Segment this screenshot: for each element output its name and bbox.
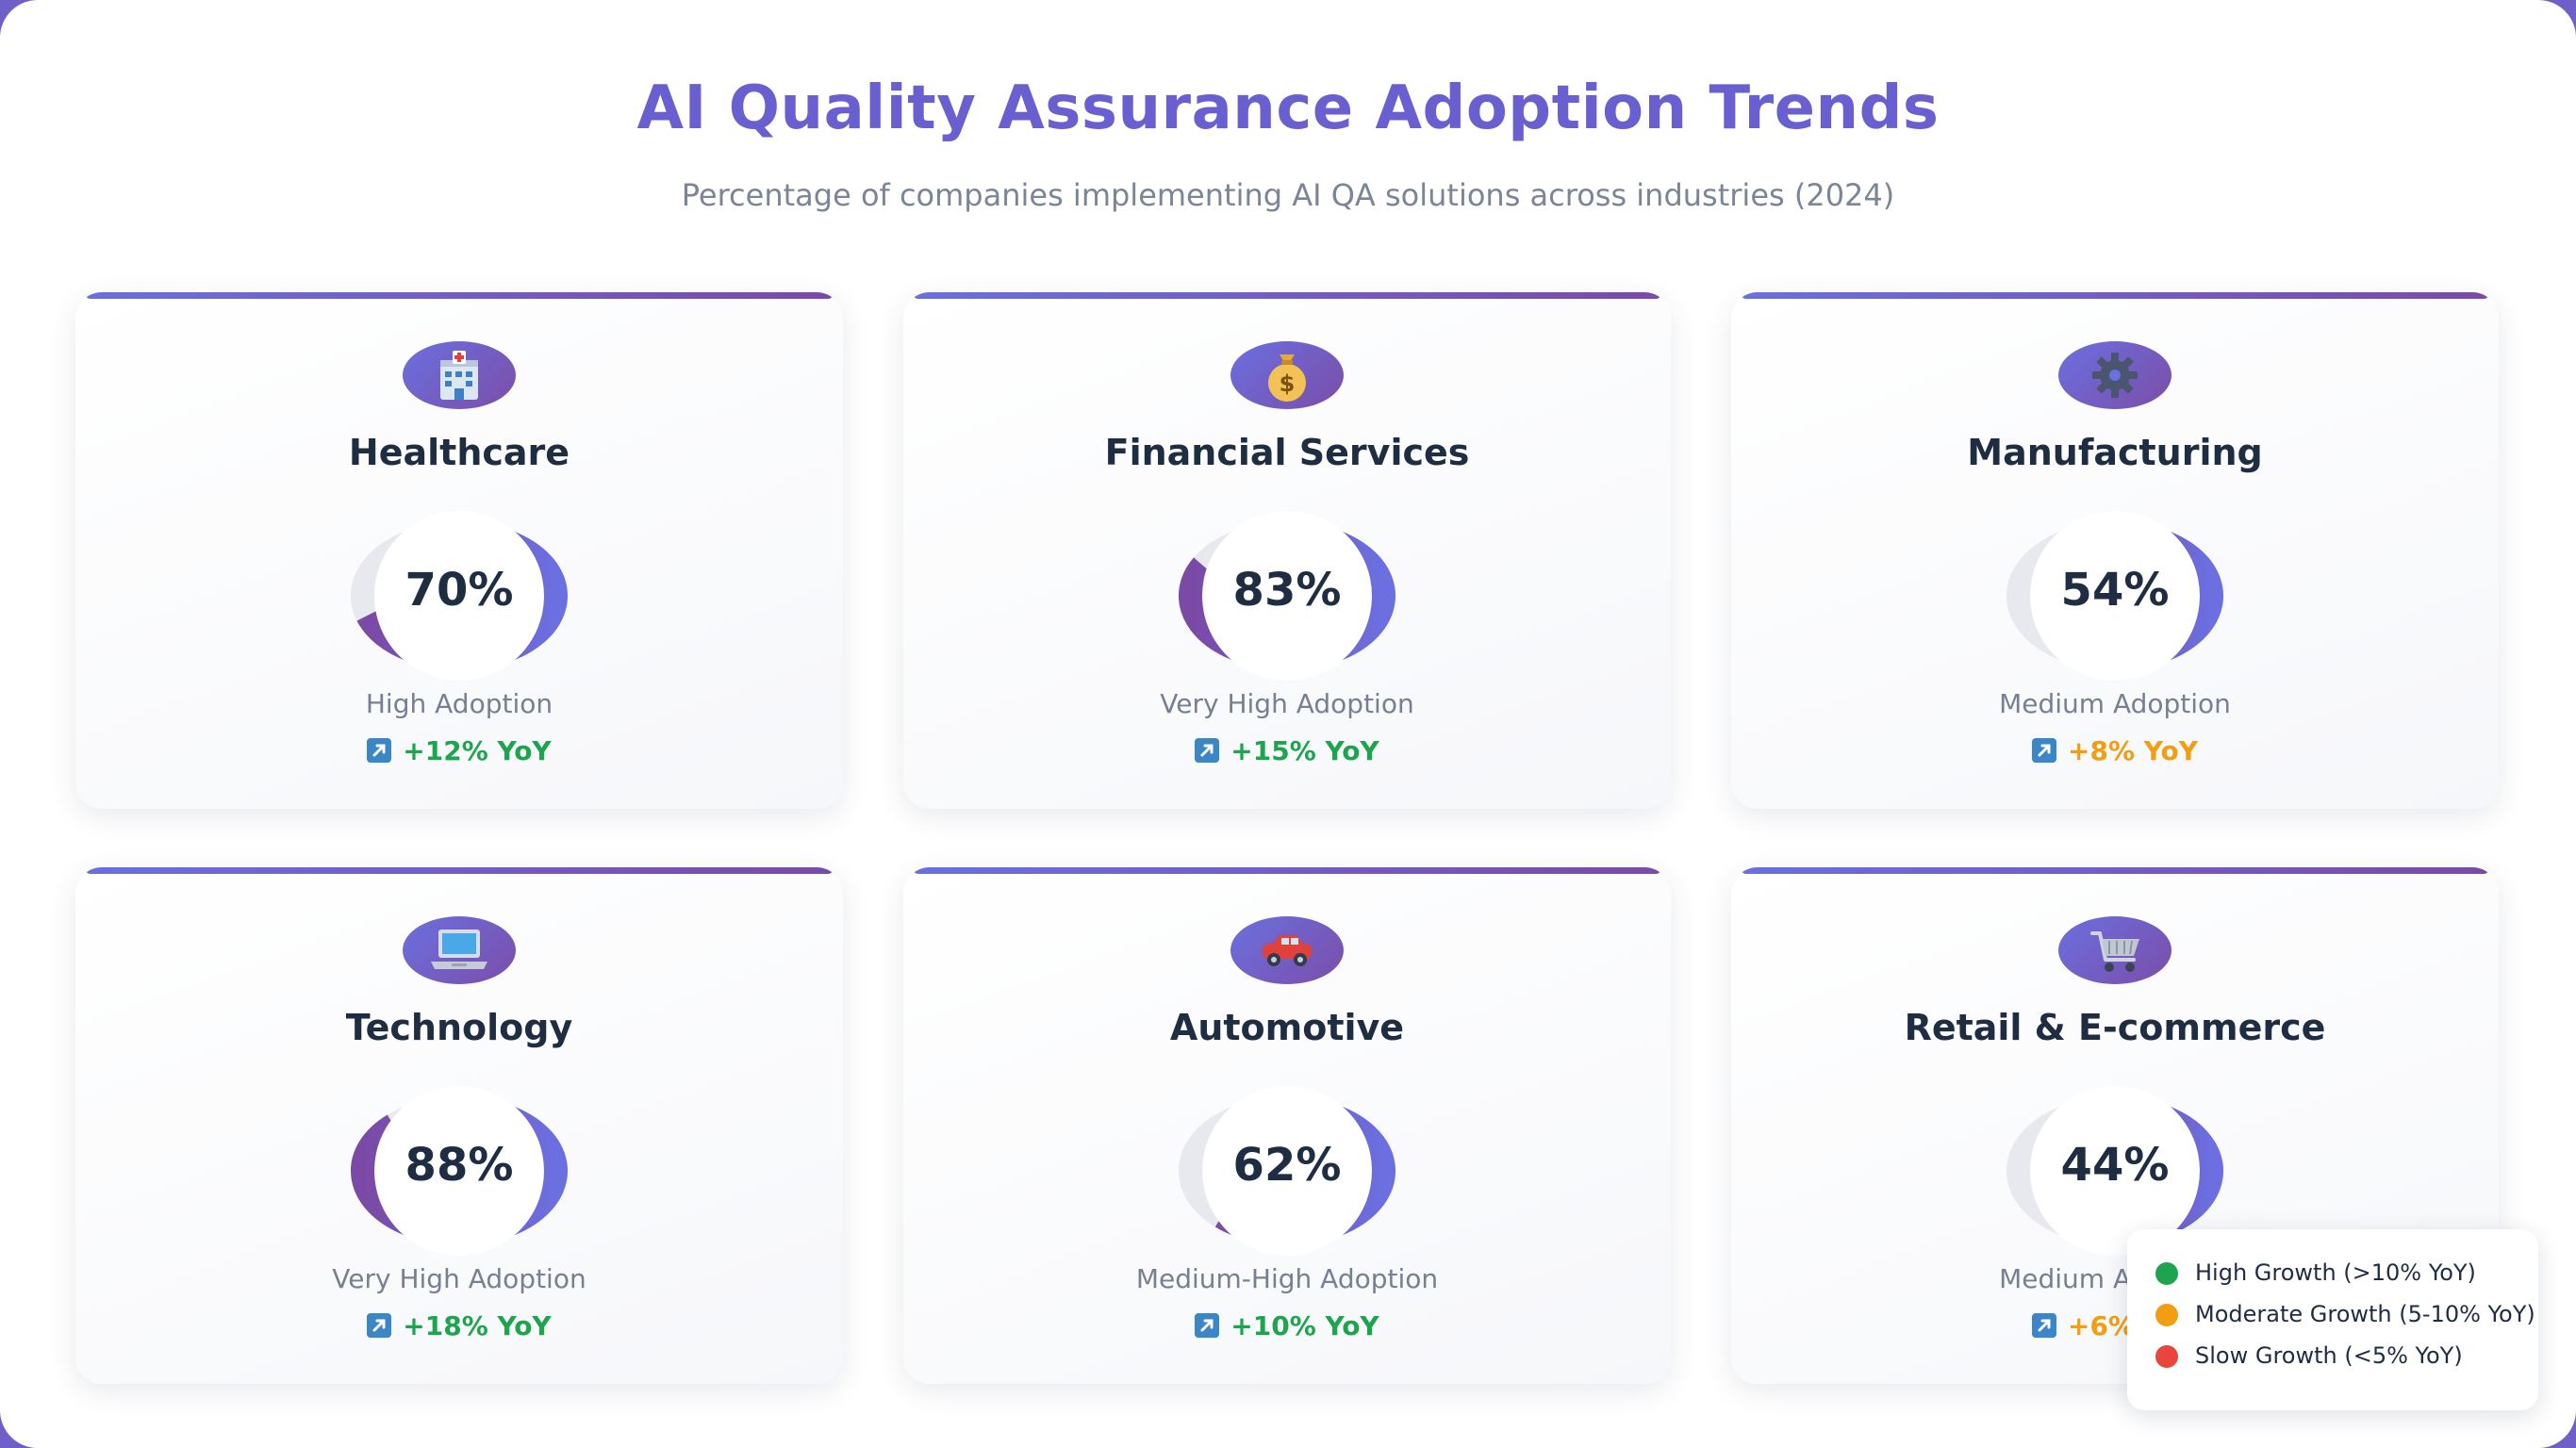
card-accent-bar [1741,292,2489,299]
adoption-donut [351,511,568,681]
adoption-percentage: 54% [2060,564,2170,617]
industry-name: Technology [345,1007,573,1048]
adoption-percentage: 70% [405,564,514,617]
industry-name: Retail & E-commerce [1904,1007,2326,1048]
legend-dot [2155,1304,2178,1326]
adoption-donut [351,1086,568,1256]
icon-badge [403,341,516,409]
industry-card-healthcare: Healthcare 70% High Adoption +12% YoY [75,292,843,809]
page-title: AI Quality Assurance Adoption Trends [636,74,1940,143]
legend-item-slow-growth: Slow Growth (<5% YoY) [2155,1337,2463,1374]
industry-card-technology: Technology 88% Very High Adoption +18% Y… [75,867,843,1384]
icon-badge [1230,916,1344,984]
yoy-growth-value: +8% YoY [2068,735,2198,766]
adoption-percentage: 62% [1232,1139,1342,1192]
donut-center [374,1086,544,1256]
svg-text:$: $ [1280,370,1296,397]
industry-name: Automotive [1169,1007,1405,1048]
yoy-growth-value: +12% YoY [403,735,552,766]
industry-name: Healthcare [348,432,570,473]
card-accent-bar [913,292,1661,299]
yoy-growth: +8% YoY [1731,735,2499,766]
adoption-donut [2006,1086,2223,1256]
car-icon [1263,935,1312,966]
icon-badge: $ [1230,341,1344,409]
adoption-percentage: 88% [405,1139,514,1192]
donut-center [2030,1086,2200,1256]
icon-badge [2058,341,2171,409]
donut-center [2030,511,2200,681]
hospital-icon [440,351,478,400]
laptop-icon [431,930,487,969]
yoy-growth: +10% YoY [903,1310,1671,1341]
adoption-percentage: 44% [2060,1139,2170,1192]
card-accent-bar [85,292,834,299]
adoption-level: High Adoption [365,688,553,719]
adoption-donut [1179,1086,1395,1256]
legend-label: Slow Growth (<5% YoY) [2195,1342,2463,1369]
icon-badge [403,916,516,984]
growth-legend: High Growth (>10% YoY) Moderate Growth (… [2127,1229,2538,1410]
legend-item-high-growth: High Growth (>10% YoY) [2155,1254,2476,1292]
yoy-growth: +18% YoY [75,1310,843,1341]
trend-up-icon [1195,738,1220,763]
card-accent-bar [913,867,1661,874]
yoy-growth: +15% YoY [903,735,1671,766]
yoy-growth: +12% YoY [75,735,843,766]
legend-item-moderate-growth: Moderate Growth (5-10% YoY) [2155,1295,2535,1333]
money-bag-icon: $ [1268,354,1306,402]
industry-card-automotive: Automotive 62% Medium-High Adoption +10%… [903,867,1671,1384]
adoption-donut [2006,511,2223,681]
yoy-growth-value: +18% YoY [403,1310,552,1341]
donut-center [1202,511,1372,681]
page-subtitle: Percentage of companies implementing AI … [681,177,1895,213]
trend-up-icon [2032,1313,2057,1338]
yoy-growth-value: +15% YoY [1230,735,1379,766]
card-accent-bar [85,867,834,874]
legend-label: High Growth (>10% YoY) [2195,1259,2476,1286]
legend-label: Moderate Growth (5-10% YoY) [2195,1301,2535,1327]
donut-center [374,511,544,681]
trend-up-icon [2032,738,2057,763]
icon-badge [2058,916,2171,984]
adoption-percentage: 83% [1232,564,1342,617]
trend-up-icon [367,1313,392,1338]
trend-up-icon [367,738,392,763]
shopping-cart-icon [2090,931,2139,972]
industry-name: Financial Services [1104,432,1470,473]
adoption-level: Very High Adoption [1160,688,1414,719]
donut-center [1202,1086,1372,1256]
card-accent-bar [1741,867,2489,874]
adoption-level: Medium-High Adoption [1135,1263,1439,1294]
trend-up-icon [1195,1313,1220,1338]
industry-card-manufacturing: Manufacturing 54% Medium Adoption +8% Yo… [1731,292,2499,809]
adoption-donut [1179,511,1395,681]
legend-dot [2155,1345,2178,1368]
yoy-growth-value: +10% YoY [1230,1310,1379,1341]
industry-card-financial-services: $ Financial Services 83% Very High Adopt… [903,292,1671,809]
gear-icon [2092,353,2138,398]
legend-dot [2155,1262,2178,1285]
adoption-level: Very High Adoption [332,1263,586,1294]
adoption-level: Medium Adoption [1999,688,2231,719]
industry-name: Manufacturing [1967,432,2263,473]
